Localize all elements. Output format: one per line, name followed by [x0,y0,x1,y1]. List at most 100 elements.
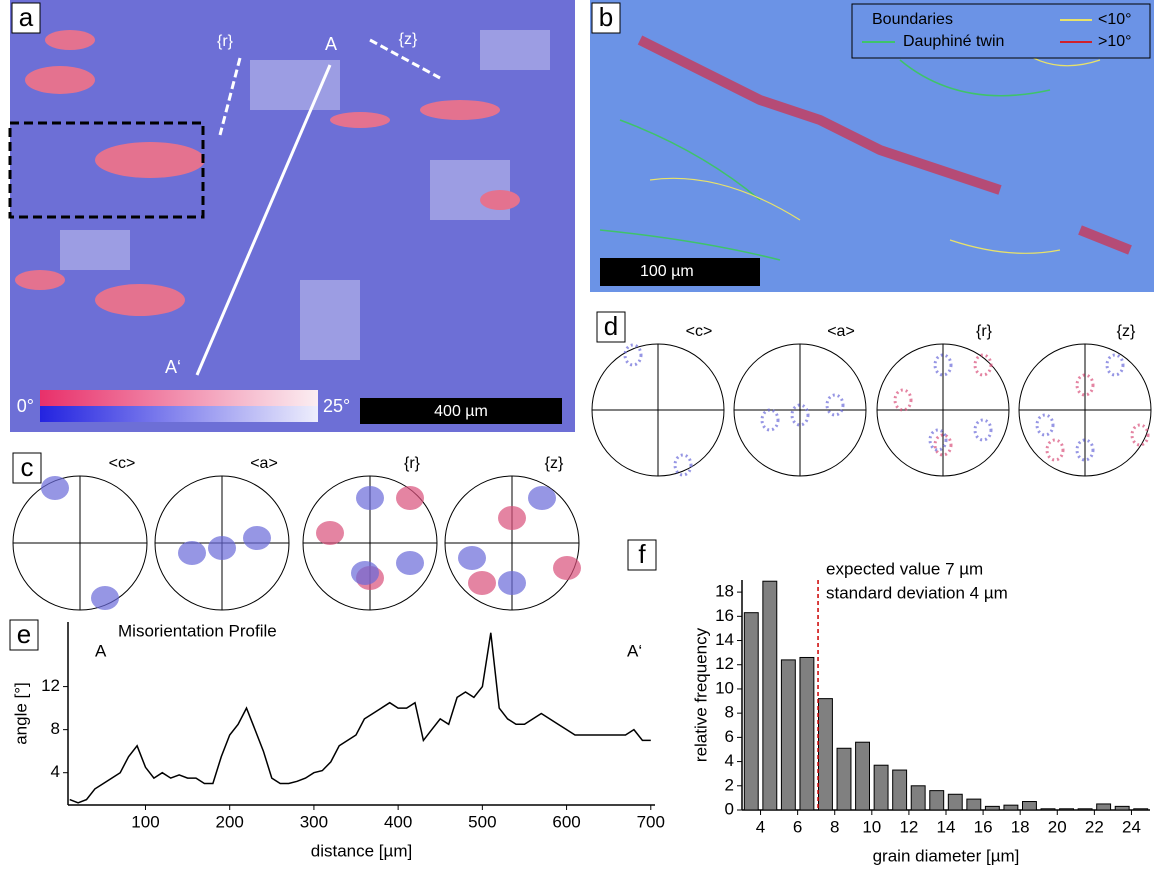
y-tick-label: 12 [41,676,60,695]
bar [818,698,833,811]
bar [1114,805,1130,811]
y-tick-label: 6 [725,727,734,746]
y-axis-label: angle [°] [11,682,30,745]
pole-density [528,486,556,510]
colorbar-pink [40,390,318,406]
z-label: {z} [399,31,418,48]
x-tick-label: 16 [974,817,993,836]
bar [1077,808,1093,811]
pole-cluster [1130,423,1150,447]
profile-line [195,64,332,376]
pole-cluster [673,453,693,477]
pole-cluster [1075,373,1095,397]
pole-cluster [760,408,780,432]
x-tick-label: 8 [830,817,839,836]
pole-cluster [893,388,913,412]
panel-label: f [638,539,646,569]
annotation: A [95,641,107,660]
y-tick-label: 10 [715,678,734,697]
profile-line [69,632,651,804]
r-trace [218,57,242,136]
bar [910,785,926,811]
annotation: standard deviation 4 µm [826,583,1008,602]
bar [873,764,889,811]
bar [1022,801,1037,811]
pole-density [396,551,424,575]
profile-end: A‘ [165,357,181,377]
x-tick-label: 20 [1048,817,1067,836]
panel-label-box [596,311,626,343]
y-tick-label: 16 [715,606,734,625]
pole-cluster [1045,438,1065,462]
pole-density [91,586,119,610]
inset-box [8,121,205,219]
colorbar-blue [40,406,318,422]
x-tick-label: 10 [862,817,881,836]
colorbar-max: 25° [323,396,350,416]
x-tick-label: 4 [756,817,765,836]
bar [947,793,963,811]
colorbar-min: 0° [17,396,34,416]
y-axis-label: relative frequency [691,627,710,762]
y-tick-label: 8 [725,703,734,722]
z-trace [369,38,441,80]
annotation: expected value 7 µm [826,559,983,578]
pole-cluster [928,428,948,452]
panel-label-box [627,539,657,571]
pole-label: {z} [1117,323,1136,340]
pole-cluster [623,343,643,367]
panel-label: c [21,452,34,482]
chart-title: Misorientation Profile [118,621,277,640]
scale-bar-label: 100 µm [640,263,694,280]
grain-cluster [637,35,1132,255]
x-tick-label: 600 [552,812,580,831]
x-axis-label: grain diameter [µm] [873,846,1020,865]
legend-title: Boundaries [872,11,953,28]
pole-cluster [1035,413,1055,437]
bar [743,612,759,811]
scale-bar [360,398,562,424]
panel-label: a [19,2,34,32]
pole-density [468,571,496,595]
bar [855,741,870,811]
y-tick-label: 12 [715,654,734,673]
scale-bar [600,258,760,286]
pole-density [498,571,526,595]
panel-b: Boundaries Dauphiné twin <10° >10° 100 µ… [590,0,1154,292]
bar [929,790,945,811]
pole-density [41,476,69,500]
legend-box [851,3,1151,59]
pole-density [243,526,271,550]
bar [1003,804,1019,811]
bar [799,656,815,811]
x-tick-label: 22 [1085,817,1104,836]
y-tick-label: 0 [725,799,734,818]
pole-density [396,486,424,510]
pole-figures: <c> <a> {r} {z} <c> <a> {r} {z} [12,323,1152,611]
x-tick-label: 12 [899,817,918,836]
panel-label: e [17,619,31,649]
pole-density [178,541,206,565]
pole-label: <c> [686,323,713,340]
x-tick-label: 400 [384,812,412,831]
pole-label: <c> [109,455,136,472]
bar [1096,803,1112,811]
pole-cluster [973,418,993,442]
grain-texture [60,30,550,360]
pole-label: <a> [827,323,855,340]
annotation: A‘ [627,641,642,660]
x-tick-label: 200 [216,812,244,831]
x-tick-label: 14 [937,817,956,836]
x-tick-label: 100 [131,812,159,831]
pole-label: {r} [404,455,421,472]
panel-label-box [12,452,42,484]
pole-label: {z} [545,455,564,472]
x-tick-label: 6 [793,817,802,836]
scale-bar-label: 400 µm [434,403,488,420]
pole-density [458,546,486,570]
pink-grains [15,30,520,316]
bar [892,769,908,811]
pole-density [351,561,379,585]
